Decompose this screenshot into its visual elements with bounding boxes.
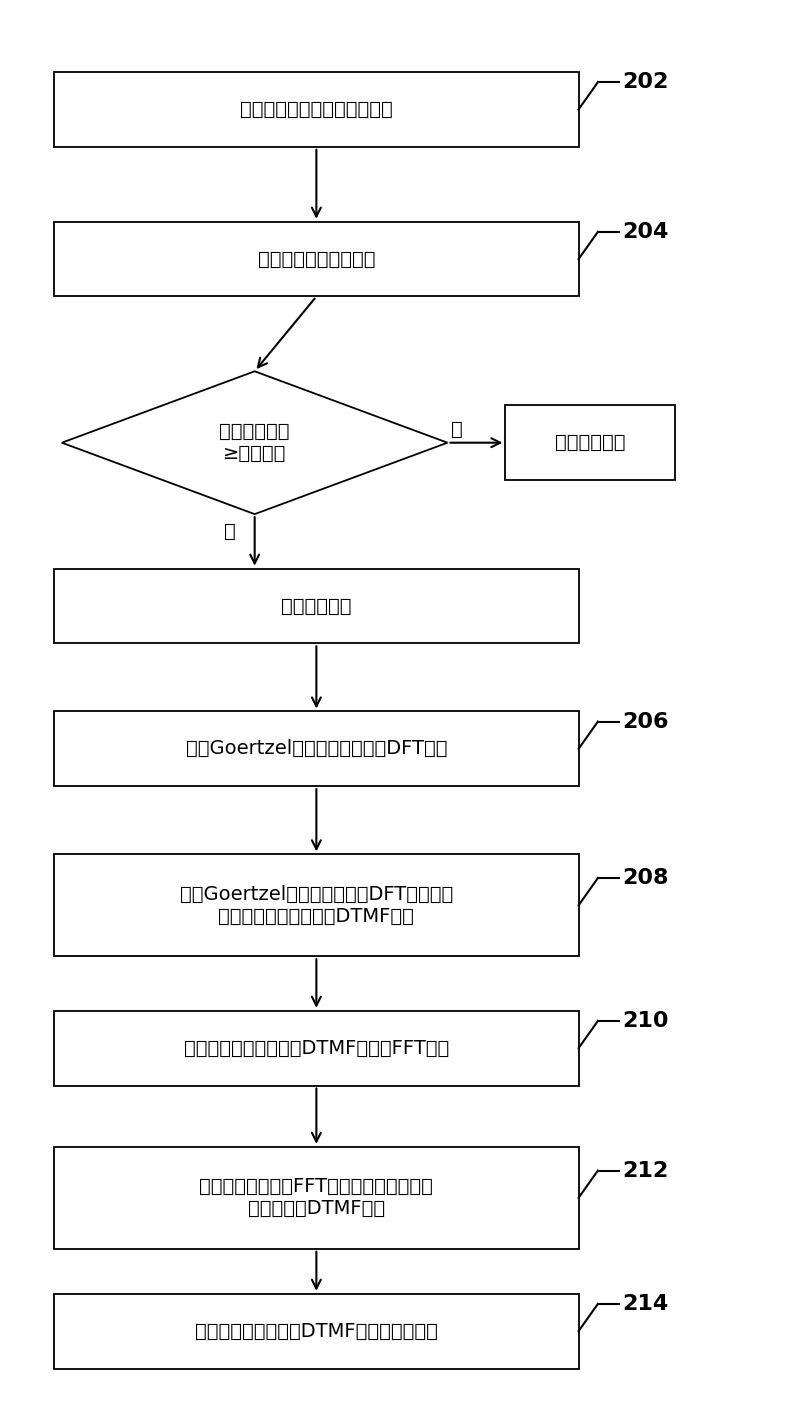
Text: 计算每个语音帧的能量: 计算每个语音帧的能量 (257, 249, 375, 269)
Text: 语音帧的能量
≥门限值？: 语音帧的能量 ≥门限值？ (220, 422, 290, 463)
Text: 对语音帧的分频段FFT幅值进行判断，得到
最终认定的DTMF信号: 对语音帧的分频段FFT幅值进行判断，得到 最终认定的DTMF信号 (199, 1177, 434, 1218)
Text: 210: 210 (623, 1011, 669, 1031)
Text: 分频段计算初步认定的DTMF信号的FFT幅值: 分频段计算初步认定的DTMF信号的FFT幅值 (183, 1038, 449, 1058)
Text: 采集语音信号并拆分为语音帧: 采集语音信号并拆分为语音帧 (240, 101, 393, 119)
FancyBboxPatch shape (54, 1294, 578, 1368)
Text: 206: 206 (623, 712, 669, 732)
FancyBboxPatch shape (54, 854, 578, 956)
Text: 舍弃该语音帧: 舍弃该语音帧 (555, 433, 626, 452)
FancyBboxPatch shape (54, 222, 578, 296)
Text: 是: 是 (224, 521, 235, 541)
Text: 保留该语音帧: 保留该语音帧 (281, 596, 352, 616)
Text: 204: 204 (623, 222, 669, 242)
FancyBboxPatch shape (54, 1147, 578, 1249)
Text: 否: 否 (452, 419, 463, 439)
FancyBboxPatch shape (505, 405, 675, 480)
FancyBboxPatch shape (54, 569, 578, 643)
Text: 214: 214 (623, 1294, 669, 1314)
Text: 202: 202 (623, 72, 669, 92)
FancyBboxPatch shape (54, 1011, 578, 1086)
Text: 208: 208 (623, 868, 669, 888)
Text: 212: 212 (623, 1161, 669, 1181)
Text: 采用Goertzel算法对语音帧的DFT幅值进行
判断，得到初步认定的DTMF信号: 采用Goertzel算法对语音帧的DFT幅值进行 判断，得到初步认定的DTMF信… (179, 885, 453, 926)
FancyBboxPatch shape (54, 72, 578, 147)
Text: 采用Goertzel算法计算语音帧的DFT幅值: 采用Goertzel算法计算语音帧的DFT幅值 (186, 739, 447, 759)
Text: 查表得到最终认定的DTMF信号对应的按键: 查表得到最终认定的DTMF信号对应的按键 (195, 1321, 438, 1341)
Polygon shape (62, 371, 448, 514)
FancyBboxPatch shape (54, 711, 578, 786)
